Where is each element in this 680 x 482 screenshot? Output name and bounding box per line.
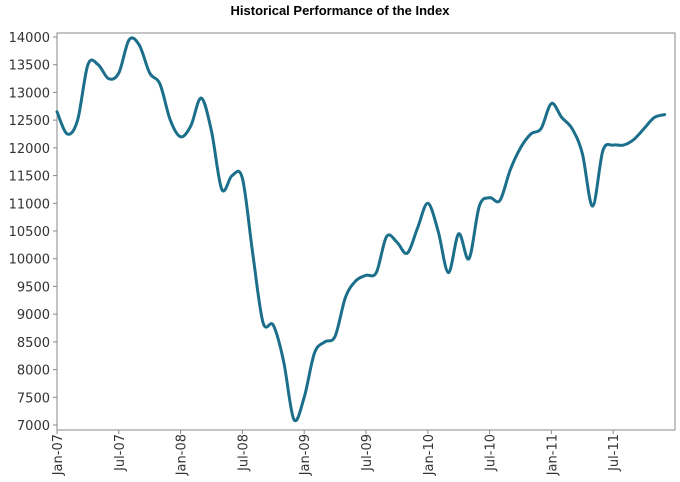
x-tick-label: Jul-08 — [236, 434, 251, 472]
y-tick-label: 14000 — [9, 31, 50, 46]
x-tick-label: Jul-10 — [484, 434, 499, 472]
x-tick-label: Jul-11 — [607, 434, 622, 472]
y-tick-label: 10500 — [9, 225, 50, 240]
plot-area — [56, 32, 676, 431]
y-tick-label: 10000 — [9, 253, 50, 268]
x-axis: Jan-07 Jul-07 Jan-08 Jul-08 Jan-09 Jul-09 Jan-… — [51, 430, 622, 476]
y-tick-label: 7500 — [17, 391, 50, 406]
chart-title: Historical Performance of the Index — [231, 3, 451, 18]
x-tick-label: Jan-09 — [298, 434, 313, 476]
y-tick-label: 8000 — [17, 364, 50, 379]
y-tick-label: 9000 — [17, 308, 50, 323]
y-axis: 7000 7500 8000 8500 9000 9500 10000 10500 11000 1… — [9, 31, 57, 434]
y-tick-label: 13000 — [9, 86, 50, 101]
x-tick-label: Jan-10 — [422, 434, 437, 476]
x-tick-label: Jan-11 — [545, 434, 560, 476]
y-tick-label: 12500 — [9, 114, 50, 129]
x-tick-label: Jul-07 — [113, 434, 128, 472]
y-tick-label: 11000 — [9, 197, 50, 212]
x-tick-label: Jul-09 — [360, 434, 375, 472]
y-tick-label: 13500 — [9, 59, 50, 74]
y-tick-label: 9500 — [17, 280, 50, 295]
x-tick-label: Jan-08 — [175, 434, 190, 476]
y-tick-label: 7000 — [17, 419, 50, 434]
x-tick-label: Jan-07 — [51, 434, 66, 476]
series-line — [55, 36, 667, 423]
y-tick-label: 8500 — [17, 336, 50, 351]
y-tick-label: 12000 — [9, 142, 50, 157]
y-tick-label: 11500 — [9, 170, 50, 185]
